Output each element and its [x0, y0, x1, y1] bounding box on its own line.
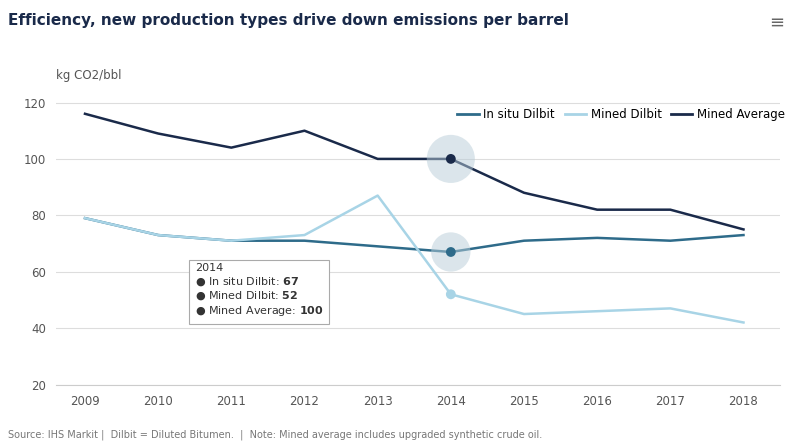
Point	[444, 291, 457, 298]
Point	[444, 248, 457, 255]
Text: kg CO2/bbl: kg CO2/bbl	[56, 69, 121, 83]
Text: Efficiency, new production types drive down emissions per barrel: Efficiency, new production types drive d…	[8, 13, 569, 28]
Text: ≡: ≡	[769, 13, 784, 31]
Point	[444, 248, 457, 255]
Legend: In situ Dilbit, Mined Dilbit, Mined Average: In situ Dilbit, Mined Dilbit, Mined Aver…	[453, 103, 790, 126]
Point	[444, 156, 457, 163]
Text: 2014
● In situ Dilbit: $\bf{67}$
● Mined Dilbit: $\bf{52}$
● Mined Average: $\bf: 2014 ● In situ Dilbit: $\bf{67}$ ● Mined…	[195, 263, 323, 318]
Point	[444, 156, 457, 163]
Text: Source: IHS Markit |  Dilbit = Diluted Bitumen.  |  Note: Mined average includes: Source: IHS Markit | Dilbit = Diluted Bi…	[8, 429, 542, 440]
